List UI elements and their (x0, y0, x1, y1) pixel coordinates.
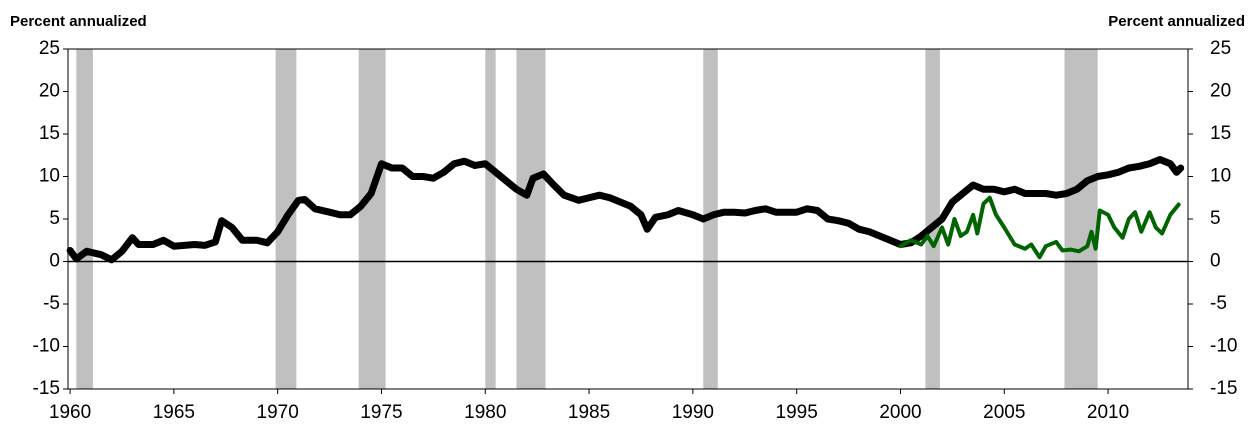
y-tick-label: 15 (39, 123, 60, 144)
recession-band (516, 49, 546, 389)
y2-tick-label: -5 (1210, 293, 1227, 314)
y-tick-label: -15 (33, 378, 60, 399)
x-tick-label: 1985 (568, 402, 610, 423)
series-line (66, 156, 1185, 264)
y-tick-label: 20 (39, 81, 60, 102)
y2-axis-title: Percent annualized (1108, 13, 1245, 30)
y2-tick-label: 20 (1210, 81, 1231, 102)
y2-tick-label: 10 (1210, 166, 1231, 187)
recession-band (485, 49, 496, 389)
y-tick-label: 5 (49, 208, 60, 229)
recession-band (76, 49, 93, 389)
x-tick-label: 1970 (257, 402, 299, 423)
recession-band (925, 49, 940, 389)
y2-tick-label: 15 (1210, 123, 1231, 144)
y-tick-label: 25 (39, 38, 60, 59)
x-tick-label: 2010 (1087, 402, 1129, 423)
y-axis-title: Percent annualized (10, 13, 147, 30)
y-tick-label: -5 (43, 293, 60, 314)
y2-tick-label: 0 (1210, 251, 1221, 272)
y2-tick-label: -15 (1210, 378, 1237, 399)
y2-tick-label: 5 (1210, 208, 1221, 229)
recession-band (358, 49, 386, 389)
x-tick-label: 1990 (672, 402, 714, 423)
x-tick-label: 2005 (983, 402, 1025, 423)
x-tick-label: 1995 (776, 402, 818, 423)
y-tick-label: 0 (49, 251, 60, 272)
y2-tick-label: 25 (1210, 38, 1231, 59)
plot-frame (67, 48, 1189, 390)
x-tick-label: 1975 (360, 402, 402, 423)
recession-band (1064, 49, 1098, 389)
x-tick-label: 1960 (49, 402, 91, 423)
y2-tick-label: -10 (1210, 336, 1237, 357)
x-tick-label: 1980 (464, 402, 506, 423)
series-line (898, 195, 1181, 260)
x-tick-label: 1965 (153, 402, 195, 423)
x-tick-label: 2000 (879, 402, 921, 423)
y-tick-label: 10 (39, 166, 60, 187)
y-tick-label: -10 (33, 336, 60, 357)
